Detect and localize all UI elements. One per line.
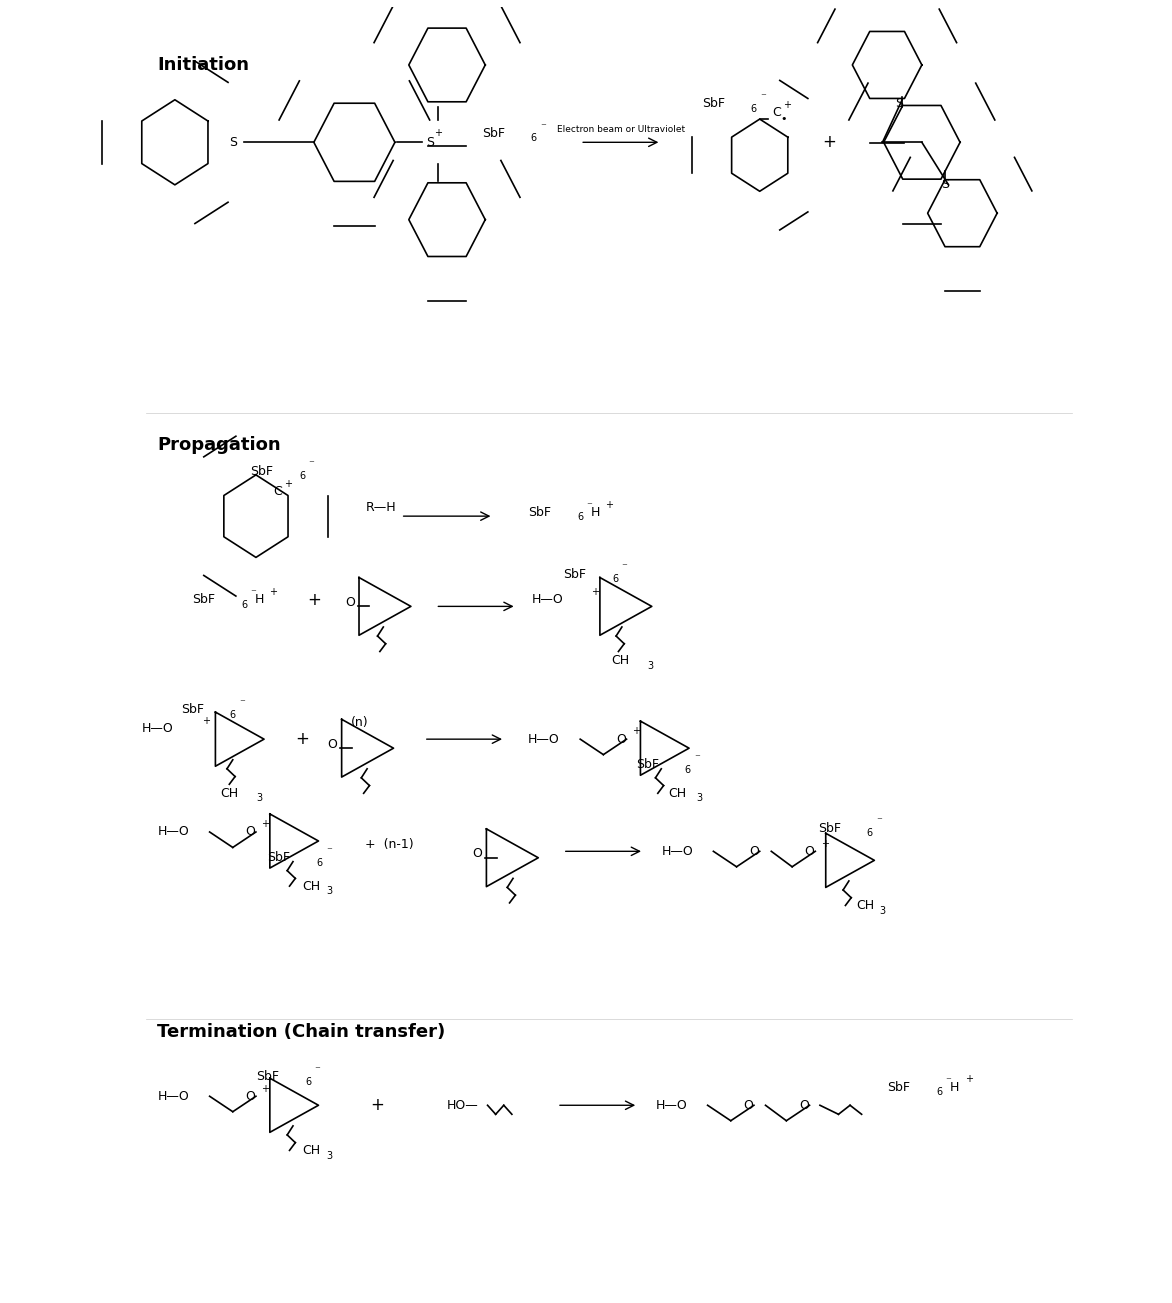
Text: +: + (605, 499, 613, 509)
Text: 3: 3 (326, 886, 332, 896)
Text: C: C (273, 485, 282, 498)
Text: O: O (804, 844, 815, 857)
Text: CH: CH (856, 899, 874, 912)
Text: ⁻: ⁻ (540, 122, 546, 132)
Text: ⁻: ⁻ (761, 93, 766, 102)
Text: CH: CH (220, 787, 238, 800)
Text: H—O: H—O (157, 826, 189, 838)
Text: +: + (270, 588, 278, 597)
Text: ⁻: ⁻ (946, 1076, 952, 1085)
Text: SbF: SbF (818, 822, 840, 835)
Text: +: + (295, 730, 309, 748)
Text: 6: 6 (577, 512, 584, 523)
Text: SbF: SbF (251, 465, 273, 477)
Text: C: C (772, 106, 782, 119)
Text: +: + (202, 717, 210, 726)
Text: +: + (434, 128, 442, 138)
Text: Initiation: Initiation (157, 56, 250, 74)
Text: 6: 6 (230, 710, 236, 719)
Text: 6: 6 (866, 829, 873, 838)
Text: ⁻: ⁻ (694, 753, 700, 764)
Text: SbF: SbF (255, 1070, 279, 1083)
Text: ⁻: ⁻ (586, 500, 592, 511)
Text: +: + (285, 480, 292, 489)
Text: SbF: SbF (887, 1080, 911, 1093)
Text: ⁻: ⁻ (239, 698, 245, 708)
Text: 6: 6 (936, 1088, 942, 1097)
Text: O: O (472, 847, 482, 860)
Text: 6: 6 (241, 601, 247, 610)
Text: +: + (261, 1084, 270, 1093)
Text: 6: 6 (316, 857, 322, 868)
Text: CH: CH (302, 880, 320, 893)
Text: H—O: H—O (157, 1089, 189, 1102)
Text: 6: 6 (612, 575, 618, 584)
Text: 3: 3 (879, 906, 886, 916)
Text: 3: 3 (257, 794, 263, 804)
Text: ⁻: ⁻ (621, 563, 627, 573)
Text: O: O (245, 826, 255, 838)
Text: H—O: H—O (529, 732, 560, 745)
Text: HO—: HO— (447, 1098, 479, 1111)
Text: H—O: H—O (661, 844, 693, 857)
Text: S: S (941, 179, 949, 192)
Text: ⁻: ⁻ (308, 460, 314, 469)
Text: SbF: SbF (180, 704, 204, 717)
Text: S: S (425, 136, 434, 149)
Text: 6: 6 (299, 472, 306, 481)
Text: ⁻: ⁻ (326, 847, 332, 856)
Text: ⁻: ⁻ (251, 589, 257, 598)
Text: SbF: SbF (482, 126, 505, 139)
Text: H: H (591, 506, 600, 519)
Text: O: O (327, 737, 338, 751)
Text: SbF: SbF (636, 758, 659, 771)
Text: 3: 3 (696, 794, 702, 804)
Text: +: + (307, 592, 321, 609)
Text: H—O: H—O (655, 1098, 687, 1111)
Text: Electron beam or Ultraviolet: Electron beam or Ultraviolet (557, 125, 684, 134)
Text: O: O (743, 1098, 754, 1111)
Text: +: + (261, 820, 270, 829)
Text: SbF: SbF (192, 593, 216, 606)
Text: CH: CH (668, 787, 687, 800)
Text: SbF: SbF (529, 506, 551, 519)
Text: SbF: SbF (563, 568, 586, 581)
Text: +: + (632, 727, 640, 736)
Text: +: + (966, 1075, 973, 1084)
Text: •: • (781, 115, 788, 124)
Text: O: O (345, 595, 355, 609)
Text: (n): (n) (352, 715, 369, 728)
Text: Propagation: Propagation (157, 437, 281, 455)
Text: 6: 6 (684, 765, 691, 775)
Text: +: + (370, 1096, 384, 1114)
Text: S: S (894, 98, 902, 111)
Text: ⁻: ⁻ (314, 1066, 320, 1075)
Text: CH: CH (612, 654, 629, 667)
Text: 3: 3 (648, 661, 654, 671)
Text: +: + (820, 839, 829, 848)
Text: 6: 6 (751, 104, 757, 113)
Text: ⁻: ⁻ (875, 817, 883, 826)
Text: H—O: H—O (532, 593, 564, 606)
Text: +: + (823, 133, 836, 151)
Text: Termination (Chain transfer): Termination (Chain transfer) (157, 1023, 445, 1041)
Text: H: H (254, 593, 264, 606)
Text: 6: 6 (305, 1078, 311, 1087)
Text: 3: 3 (326, 1151, 332, 1161)
Text: H: H (949, 1080, 959, 1093)
Text: O: O (799, 1098, 809, 1111)
Text: +: + (784, 100, 791, 109)
Text: R—H: R—H (366, 500, 396, 513)
Text: O: O (245, 1089, 255, 1102)
Text: +  (n-1): + (n-1) (364, 838, 414, 851)
Text: 6: 6 (531, 133, 537, 143)
Text: CH: CH (302, 1144, 320, 1157)
Text: O: O (749, 844, 758, 857)
Text: +: + (591, 588, 599, 597)
Text: S: S (229, 136, 237, 149)
Text: H—O: H—O (142, 722, 173, 735)
Text: SbF: SbF (702, 98, 725, 111)
Text: SbF: SbF (267, 851, 291, 864)
Text: O: O (615, 732, 626, 745)
